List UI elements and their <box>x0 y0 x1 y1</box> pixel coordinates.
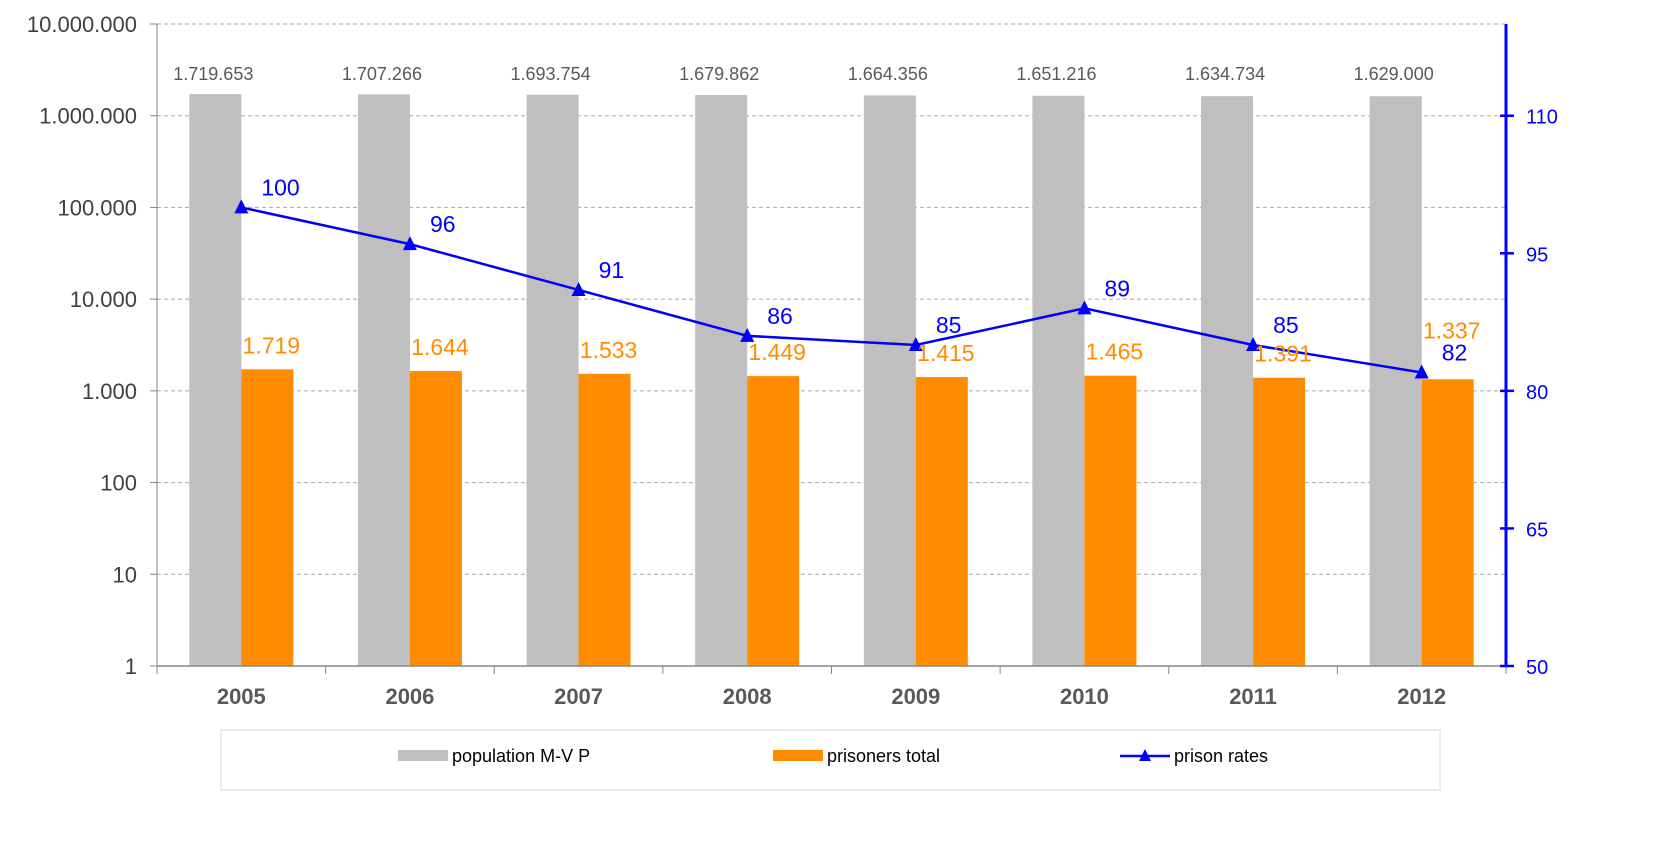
x-axis-tick-label: 2012 <box>1397 684 1446 709</box>
population-bar <box>526 94 579 666</box>
prisoners-data-label: 1.391 <box>1254 341 1312 367</box>
left-axis-tick-label: 100.000 <box>57 195 137 220</box>
right-axis-tick-label: 110 <box>1526 107 1558 129</box>
prison-rate-marker <box>1414 364 1429 379</box>
prison-rate-data-label: 96 <box>430 211 456 237</box>
population-data-label: 1.634.734 <box>1185 64 1265 84</box>
prisoners-data-label: 1.644 <box>411 334 469 360</box>
x-axis-tick-label: 2008 <box>723 684 772 709</box>
prison-rate-data-label: 100 <box>261 174 299 200</box>
prisoners-data-label: 1.449 <box>748 339 806 365</box>
prisoners-bar <box>747 376 800 666</box>
population-bar <box>357 94 410 667</box>
legend-marker <box>1139 749 1151 761</box>
prison-rate-marker <box>402 236 417 251</box>
data-labels: 1.719.653 1.719 100 1.707.266 1.644 96 1.693.7… <box>173 64 1480 367</box>
prison-rate-marker <box>1246 337 1261 351</box>
prison-rates-polyline <box>241 206 1422 374</box>
prison-rate-data-label: 86 <box>767 303 793 329</box>
left-axis-tick-label: 10.000.000 <box>27 12 137 37</box>
x-axis-tick-label: 2007 <box>554 684 603 709</box>
prisoners-bar <box>241 369 294 666</box>
prisoners-data-label: 1.465 <box>1086 339 1144 365</box>
left-axis-tick-label: 1.000.000 <box>39 104 137 129</box>
prisoners-data-label: 1.719 <box>243 332 301 358</box>
left-axis-tick-label: 10 <box>113 562 137 587</box>
prison-rate-marker <box>908 337 923 351</box>
prison-rate-marker <box>234 199 249 214</box>
prison-rate-data-label: 82 <box>1442 340 1468 366</box>
population-data-label: 1.664.356 <box>848 64 928 84</box>
prison-rate-data-label: 91 <box>599 257 625 283</box>
population-bar <box>1032 95 1085 667</box>
prison-rate-data-label: 85 <box>936 312 962 338</box>
x-axis-tick-label: 2011 <box>1229 684 1277 709</box>
population-bar <box>189 94 242 667</box>
prisoners-bar <box>1253 377 1306 666</box>
prison-rates-line <box>234 199 1429 379</box>
prisoners-data-label: 1.533 <box>580 337 638 363</box>
right-axis-tick-label: 65 <box>1526 519 1548 541</box>
prisoners-data-label: 1.337 <box>1423 318 1481 344</box>
prisoners-bar <box>409 371 462 666</box>
population-data-label: 1.679.862 <box>679 64 759 84</box>
population-data-label: 1.693.754 <box>511 64 591 84</box>
prisoners-data-label: 1.415 <box>917 340 975 366</box>
right-axis-tick-label: 80 <box>1526 382 1548 404</box>
prisoners-bar <box>578 373 631 666</box>
prisoners-bar <box>1421 379 1474 666</box>
legend: population M-V P prisoners total prison ra… <box>220 729 1441 791</box>
left-axis-tick-label: 10.000 <box>70 287 137 312</box>
x-axis-tick-label: 2005 <box>217 684 266 709</box>
right-axis-tick-label: 95 <box>1526 244 1548 266</box>
population-bar <box>1369 96 1422 667</box>
prison-rate-marker <box>740 327 755 342</box>
left-axis-tick-label: 1.000 <box>82 379 137 404</box>
prison-rate-marker <box>571 281 586 296</box>
axes: 1101001.00010.000100.0001.000.00010.000.… <box>27 12 1558 709</box>
legend-swatch <box>773 750 823 761</box>
population-bar <box>1201 96 1254 667</box>
legend-swatch <box>398 750 448 761</box>
legend-box <box>220 729 1441 791</box>
population-data-label: 1.719.653 <box>173 64 253 84</box>
left-axis-tick-label: 100 <box>100 471 137 496</box>
population-data-label: 1.651.216 <box>1016 64 1096 84</box>
legend-label: population M-V P <box>452 746 590 766</box>
legend-label: prison rates <box>1174 746 1268 766</box>
population-data-label: 1.707.266 <box>342 64 422 84</box>
population-bar <box>695 95 748 667</box>
prison-rate-marker <box>1077 300 1092 315</box>
legend-label: prisoners total <box>827 746 940 766</box>
prison-rate-data-label: 89 <box>1104 275 1130 301</box>
x-axis-tick-label: 2006 <box>385 684 434 709</box>
x-axis-tick-label: 2010 <box>1060 684 1109 709</box>
prison-rate-data-label: 85 <box>1273 312 1299 338</box>
population-data-label: 1.629.000 <box>1354 64 1434 84</box>
x-axis-tick-label: 2009 <box>891 684 940 709</box>
population-bar <box>863 95 916 666</box>
prisoners-bar <box>1084 375 1137 666</box>
right-axis-tick-label: 50 <box>1526 657 1548 679</box>
left-axis-tick-label: 1 <box>125 654 137 679</box>
bars <box>189 94 1474 667</box>
prisoners-bar <box>915 377 968 666</box>
